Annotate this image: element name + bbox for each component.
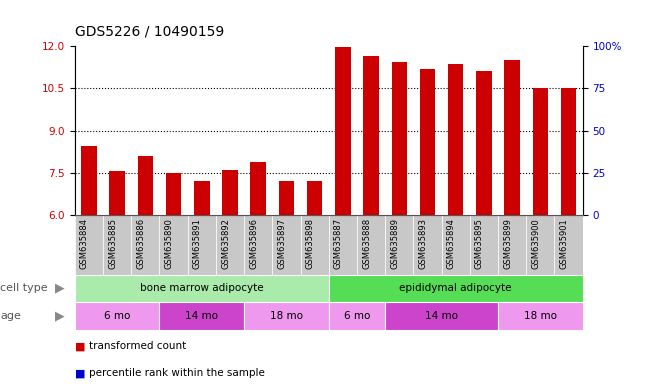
Bar	[216, 215, 244, 275]
Bar	[132, 215, 159, 275]
Text: GSM635891: GSM635891	[193, 218, 202, 269]
Text: ■: ■	[75, 368, 85, 378]
Bar	[357, 215, 385, 275]
Point	[253, 84, 264, 90]
Bar	[75, 275, 329, 302]
Text: GSM635884: GSM635884	[80, 218, 89, 269]
Bar	[476, 71, 492, 215]
Bar	[109, 171, 125, 215]
Text: 6 mo: 6 mo	[344, 311, 370, 321]
Bar	[526, 215, 555, 275]
Point	[197, 92, 207, 98]
Bar	[441, 215, 470, 275]
Point	[478, 50, 489, 56]
Bar	[391, 61, 407, 215]
Bar	[194, 181, 210, 215]
Text: ■: ■	[75, 341, 85, 351]
Bar	[159, 215, 187, 275]
Text: 18 mo: 18 mo	[524, 311, 557, 321]
Text: GSM635885: GSM635885	[108, 218, 117, 269]
Text: GDS5226 / 10490159: GDS5226 / 10490159	[75, 25, 224, 38]
Point	[338, 43, 348, 49]
Bar	[75, 215, 103, 275]
Text: bone marrow adipocyte: bone marrow adipocyte	[140, 283, 264, 293]
Text: epididymal adipocyte: epididymal adipocyte	[400, 283, 512, 293]
Text: 18 mo: 18 mo	[270, 311, 303, 321]
Text: GSM635888: GSM635888	[362, 218, 371, 269]
Bar	[187, 215, 216, 275]
Bar	[329, 215, 357, 275]
Bar	[329, 302, 385, 330]
Text: GSM635895: GSM635895	[475, 218, 484, 269]
Point	[394, 48, 404, 54]
Bar	[498, 302, 583, 330]
Bar	[301, 215, 329, 275]
Bar	[470, 215, 498, 275]
Bar	[272, 215, 301, 275]
Text: percentile rank within the sample: percentile rank within the sample	[89, 368, 265, 378]
Bar	[244, 215, 272, 275]
Bar	[363, 56, 379, 215]
Point	[366, 45, 376, 51]
Bar	[448, 65, 464, 215]
Text: GSM635900: GSM635900	[531, 218, 540, 269]
Bar	[561, 88, 576, 215]
Text: ▶: ▶	[55, 282, 65, 295]
Text: transformed count: transformed count	[89, 341, 186, 351]
Text: GSM635897: GSM635897	[277, 218, 286, 269]
Bar	[385, 302, 498, 330]
Text: cell type: cell type	[0, 283, 48, 293]
Text: GSM635894: GSM635894	[447, 218, 456, 269]
Point	[309, 94, 320, 100]
Bar	[81, 146, 97, 215]
Point	[84, 73, 94, 79]
Point	[507, 46, 518, 53]
Bar	[329, 275, 583, 302]
Point	[140, 80, 150, 86]
Bar	[166, 173, 182, 215]
Bar	[498, 215, 526, 275]
Text: GSM635886: GSM635886	[137, 218, 145, 269]
Text: GSM635901: GSM635901	[560, 218, 568, 269]
Bar	[103, 215, 132, 275]
Bar	[555, 215, 583, 275]
Bar	[137, 156, 153, 215]
Bar	[335, 47, 351, 215]
Bar	[505, 60, 520, 215]
Text: GSM635892: GSM635892	[221, 218, 230, 269]
Bar	[75, 302, 159, 330]
Text: GSM635889: GSM635889	[391, 218, 399, 269]
Text: GSM635890: GSM635890	[165, 218, 174, 269]
Point	[281, 94, 292, 100]
Text: 14 mo: 14 mo	[425, 311, 458, 321]
Text: 14 mo: 14 mo	[186, 311, 218, 321]
Bar	[159, 302, 244, 330]
Text: 6 mo: 6 mo	[104, 311, 130, 321]
Point	[225, 77, 235, 83]
Point	[535, 48, 546, 54]
Bar	[413, 215, 441, 275]
Point	[450, 48, 461, 54]
Text: GSM635899: GSM635899	[503, 218, 512, 269]
Bar	[222, 170, 238, 215]
Text: GSM635893: GSM635893	[419, 218, 428, 269]
Bar	[420, 69, 436, 215]
Bar	[279, 181, 294, 215]
Point	[112, 85, 122, 91]
Point	[169, 89, 179, 95]
Text: GSM635898: GSM635898	[306, 218, 314, 269]
Text: GSM635896: GSM635896	[249, 218, 258, 269]
Bar	[244, 302, 329, 330]
Point	[563, 50, 574, 56]
Bar	[307, 181, 322, 215]
Text: age: age	[0, 311, 21, 321]
Point	[422, 51, 433, 58]
Bar	[533, 88, 548, 215]
Bar	[251, 162, 266, 215]
Text: ▶: ▶	[55, 310, 65, 323]
Bar	[385, 215, 413, 275]
Text: GSM635887: GSM635887	[334, 218, 343, 269]
